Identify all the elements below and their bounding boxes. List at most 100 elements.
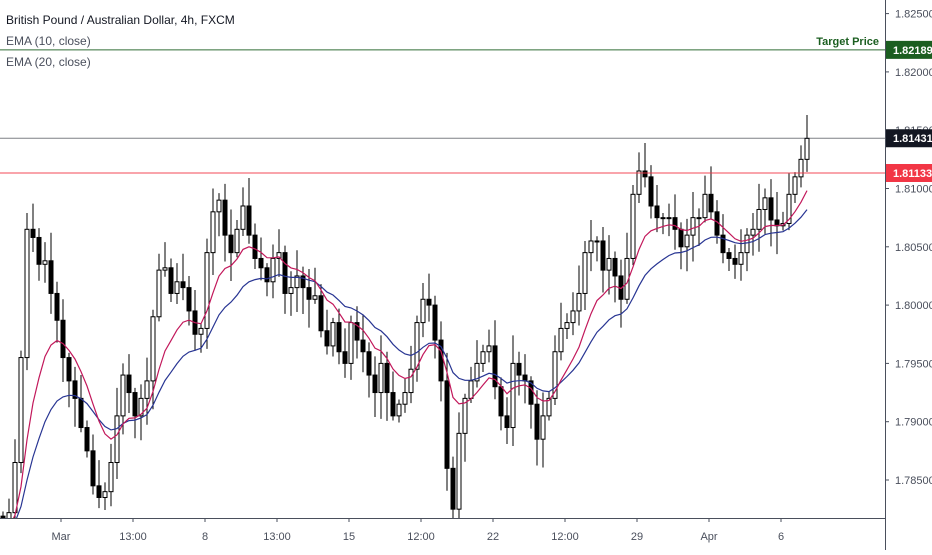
ema20-line [15, 209, 808, 518]
candle-up [6, 512, 12, 518]
candles [0, 115, 810, 518]
candle-up [456, 432, 462, 510]
candle-down [252, 234, 258, 259]
candle-up [582, 252, 588, 294]
candle-down [726, 252, 732, 259]
current-price-tag [886, 129, 932, 148]
candle-up [558, 327, 564, 353]
candle-up [636, 170, 642, 195]
price-tick-label: 1.80000 [895, 300, 932, 312]
candle-down [60, 319, 66, 359]
candle-down [672, 217, 678, 230]
candle-up [114, 415, 120, 464]
candle-down [708, 193, 714, 213]
candle-up [570, 310, 576, 324]
time-tick-label: 12:00 [551, 531, 579, 543]
candle-up [204, 252, 210, 329]
candle-up [474, 362, 480, 382]
candle-down [132, 392, 138, 417]
candle-up [312, 295, 318, 300]
candle-down [534, 403, 540, 440]
candle-up [348, 322, 354, 364]
candle-down [432, 304, 438, 341]
price-tick-label: 1.79000 [895, 417, 932, 429]
candle-down [426, 298, 432, 306]
candle-down [186, 287, 192, 312]
level-price-tag-label: 1.81133 [893, 168, 932, 180]
candle-up [408, 368, 414, 394]
candle-up [18, 357, 24, 464]
chart-legend: British Pound / Australian Dollar, 4h, F… [6, 10, 235, 73]
candle-up [588, 240, 594, 254]
candle-up [144, 380, 150, 399]
candle-up [396, 403, 402, 417]
candle-up [804, 137, 810, 160]
candle-down [498, 386, 504, 417]
candle-up [402, 392, 408, 405]
candle-up [510, 362, 516, 429]
candle-up [414, 322, 420, 370]
candle-down [300, 275, 306, 289]
candle-down [444, 380, 450, 469]
candle-up [288, 287, 294, 294]
time-tick-label: 29 [631, 531, 643, 543]
ema20-legend[interactable]: EMA (20, close) [6, 55, 91, 69]
candle-up [120, 374, 126, 417]
candle-up [546, 397, 552, 417]
candle-down [306, 287, 312, 300]
target-price-tag-label: 1.82189 [893, 45, 932, 57]
candle-up [210, 211, 216, 254]
time-tick-label: 13:00 [119, 531, 147, 543]
candle-up [330, 322, 336, 347]
candle-down [168, 267, 174, 294]
candle-up [756, 208, 762, 230]
candle-up [276, 252, 282, 259]
candle-up [162, 267, 168, 271]
candle-up [594, 240, 600, 243]
time-tick-label: 6 [778, 531, 784, 543]
candle-up [702, 193, 708, 219]
current-price-tag-label: 1.81431 [893, 133, 932, 145]
candle-up [564, 322, 570, 329]
candle-down [30, 228, 36, 238]
target-note-label: Target Price [816, 36, 879, 48]
candle-down [450, 467, 456, 510]
candle-down [678, 228, 684, 248]
candle-down [282, 252, 288, 294]
candle-up [42, 260, 48, 265]
candle-up [270, 257, 276, 283]
candle-down [36, 236, 42, 265]
symbol-title[interactable]: British Pound / Australian Dollar, 4h, F… [6, 13, 235, 27]
candle-down [648, 176, 654, 207]
candle-up [696, 217, 702, 220]
price-tick-label: 1.79500 [895, 358, 932, 370]
candle-up [102, 491, 108, 498]
candle-down [366, 351, 372, 376]
price-tick-label: 1.78500 [895, 475, 932, 487]
candle-up [552, 351, 558, 399]
time-tick-label: 15 [343, 531, 355, 543]
candle-down [126, 374, 132, 394]
candle-down [504, 415, 510, 429]
candle-up [174, 281, 180, 294]
candle-up [378, 362, 384, 394]
candle-down [258, 257, 264, 269]
time-tick-label: 8 [202, 531, 208, 543]
candle-down [732, 257, 738, 265]
candle-up [468, 380, 474, 399]
candle-down [516, 362, 522, 376]
target-price-tag [886, 40, 932, 59]
time-tick-label: Apr [700, 531, 717, 543]
candle-up [750, 228, 756, 236]
candle-down [66, 357, 72, 382]
candle-up [198, 327, 204, 335]
candle-down [246, 205, 252, 236]
candle-down [642, 170, 648, 178]
candle-up [108, 462, 114, 493]
time-tick-label: 12:00 [407, 531, 435, 543]
candle-down [228, 234, 234, 254]
candle-up [240, 205, 246, 230]
ema10-legend[interactable]: EMA (10, close) [6, 34, 91, 48]
